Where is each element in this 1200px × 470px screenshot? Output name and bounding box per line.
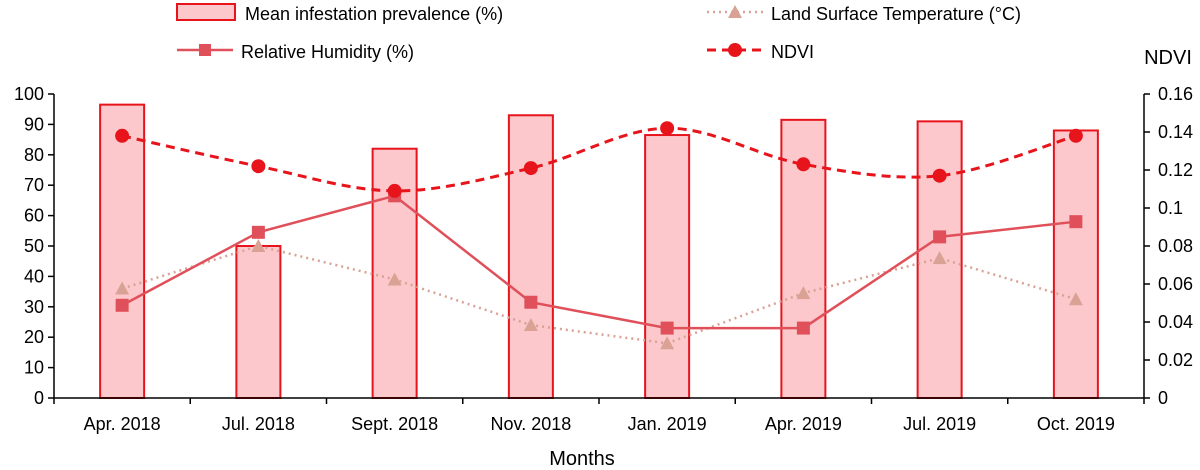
legend-item-ndvi: NDVI — [707, 42, 814, 62]
bar-1 — [99, 103, 146, 399]
series-lines — [115, 121, 1083, 350]
y-tick-label: 80 — [24, 145, 44, 165]
point-humidity — [796, 321, 810, 335]
axes: 0 10 20 30 40 50 60 70 80 90 100 0 0.02 0.04 0.06 0.08 0… — [14, 84, 1193, 434]
point-ndvi — [387, 183, 402, 198]
point-humidity — [115, 298, 129, 312]
y-tick-label: 100 — [14, 84, 44, 104]
y2-axis-title: NDVI — [1144, 47, 1192, 69]
x-tick-label: Nov. 2018 — [491, 414, 572, 434]
point-temperature — [251, 239, 266, 252]
y2-tick-label: 0 — [1158, 388, 1168, 408]
point-temperature — [796, 286, 811, 300]
y-tick-label: 40 — [24, 266, 44, 286]
point-ndvi — [115, 128, 130, 143]
point-ndvi — [932, 168, 947, 183]
x-tick-label: Sept. 2018 — [351, 414, 438, 434]
x-tick-label: Jul. 2019 — [903, 414, 976, 434]
series-line-humidity — [121, 194, 1077, 330]
legend-marker-ndvi — [728, 43, 742, 57]
legend-label-ndvi: NDVI — [771, 42, 814, 62]
bar-2 — [235, 245, 282, 399]
legend-marker-temperature — [728, 5, 742, 18]
point-humidity — [660, 321, 674, 335]
y2-tick-label: 0.16 — [1158, 84, 1193, 104]
y2-tick-label: 0.1 — [1158, 198, 1183, 218]
point-humidity — [251, 225, 265, 239]
x-tick-label: Oct. 2019 — [1037, 414, 1115, 434]
y-tick-label: 0 — [34, 388, 44, 408]
y2-tick-label: 0.08 — [1158, 236, 1193, 256]
point-temperature — [660, 336, 675, 350]
y2-tick-label: 0.04 — [1158, 312, 1193, 332]
x-axis-title: Months — [549, 448, 615, 470]
x-tick-label: Apr. 2018 — [84, 414, 161, 434]
legend-label-humidity: Relative Humidity (%) — [241, 42, 414, 62]
x-tick-label: Apr. 2019 — [765, 414, 842, 434]
point-temperature — [387, 272, 402, 286]
y-tick-label: 10 — [24, 358, 44, 378]
point-temperature — [932, 251, 947, 265]
y2-tick-label: 0.06 — [1158, 274, 1193, 294]
legend-item-temperature: Land Surface Temperature (°C) — [707, 4, 1021, 24]
legend-marker-humidity — [199, 44, 211, 56]
point-humidity — [524, 295, 538, 309]
y-tick-label: 50 — [24, 236, 44, 256]
bar-8 — [1052, 129, 1099, 399]
y-tick-label: 60 — [24, 206, 44, 226]
point-temperature — [1068, 292, 1083, 306]
point-humidity — [933, 230, 947, 244]
y-tick-label: 70 — [24, 175, 44, 195]
point-ndvi — [523, 161, 538, 176]
point-temperature — [115, 281, 130, 295]
y2-tick-label: 0.14 — [1158, 122, 1193, 142]
y2-tick-label: 0.02 — [1158, 350, 1193, 370]
point-ndvi — [251, 159, 266, 174]
y-tick-label: 20 — [24, 327, 44, 347]
point-ndvi — [1068, 128, 1083, 143]
x-tick-label: Jul. 2018 — [222, 414, 295, 434]
bars — [99, 103, 1099, 400]
point-ndvi — [796, 157, 811, 172]
y2-tick-label: 0.12 — [1158, 160, 1193, 180]
y-tick-label: 90 — [24, 114, 44, 134]
point-humidity — [1069, 215, 1083, 229]
point-temperature — [523, 318, 538, 332]
y-tick-label: 30 — [24, 297, 44, 317]
legend-label-temperature: Land Surface Temperature (°C) — [771, 4, 1021, 24]
legend-item-humidity: Relative Humidity (%) — [177, 42, 414, 62]
point-ndvi — [660, 121, 675, 136]
legend-swatch-prevalence — [176, 3, 236, 21]
x-tick-label: Jan. 2019 — [628, 414, 707, 434]
bar-5 — [644, 134, 691, 399]
legend: Mean infestation prevalence (%) Land Sur… — [176, 3, 1021, 62]
legend-label-prevalence: Mean infestation prevalence (%) — [245, 4, 503, 24]
legend-item-prevalence: Mean infestation prevalence (%) — [176, 3, 503, 24]
bar-4 — [507, 114, 554, 399]
